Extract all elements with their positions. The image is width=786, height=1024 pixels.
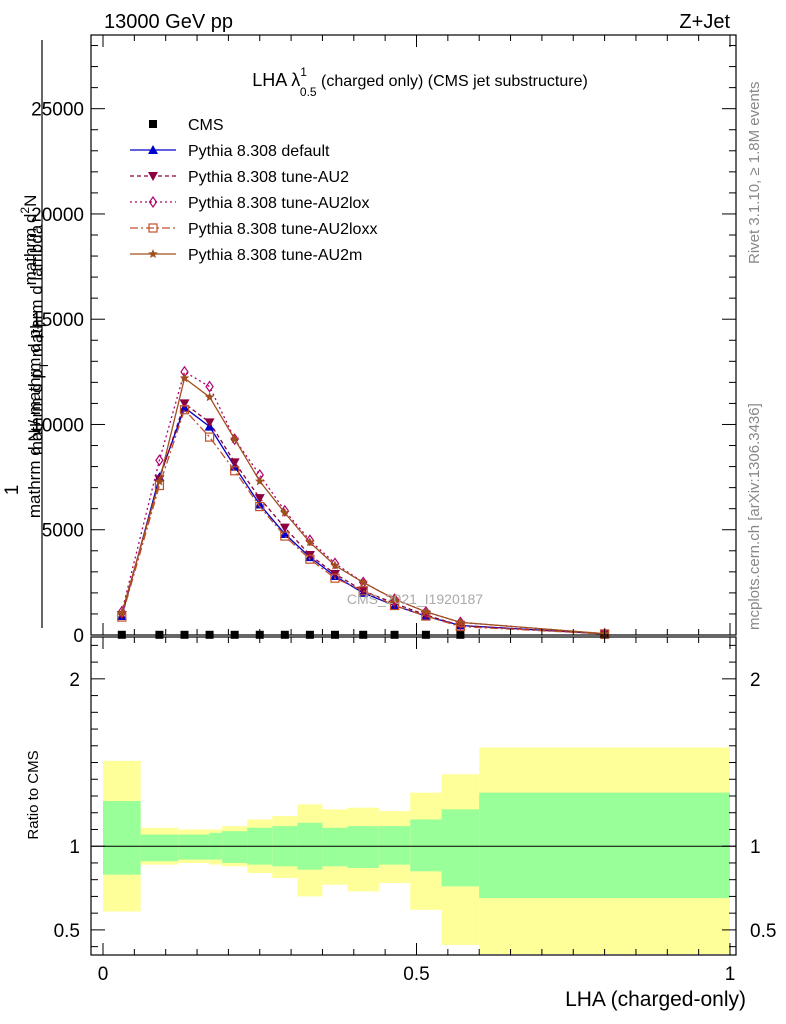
series-1-point-6 bbox=[279, 528, 290, 538]
legend-marker-1 bbox=[148, 145, 158, 154]
watermark-label: CMS_2021_I1920187 bbox=[347, 591, 483, 607]
plot-title: LHA λ1 0.5 (charged only) (CMS jet substr… bbox=[252, 65, 588, 99]
ratio-ytick-label-right: 0.5 bbox=[750, 921, 776, 942]
series-5-point-1 bbox=[154, 476, 165, 486]
legend-marker-2 bbox=[148, 172, 158, 181]
series-1-point-5 bbox=[254, 499, 265, 509]
mcplots-label: mcplots.cern.ch [arXiv:1306.3436] bbox=[746, 403, 763, 630]
main-ylabel: 1 mathrm d2N mathrm d pT mathrm d lambda… bbox=[2, 40, 51, 628]
series-line-4 bbox=[121, 408, 605, 635]
main-frame bbox=[90, 34, 737, 636]
xtick-label: 0 bbox=[98, 964, 109, 985]
series-2-point-3 bbox=[204, 418, 215, 428]
legend-marker-4 bbox=[148, 223, 158, 233]
ratio-ytick-label-right: 2 bbox=[750, 670, 761, 691]
legend-label-2: Pythia 8.308 tune-AU2 bbox=[188, 169, 349, 186]
main-ytick-label: 0 bbox=[73, 626, 84, 647]
legend: CMS Pythia 8.308 default Pythia 8.308 tune… bbox=[130, 117, 377, 264]
series-2-point-2 bbox=[179, 399, 190, 409]
axis-tick-labels: 0 0.5 1 0 5000 10000 15000 20000 25000 0.5 0.5 1 1 2 2 bbox=[31, 100, 776, 985]
main-ytick-label: 25000 bbox=[31, 100, 84, 121]
green-band-8 bbox=[322, 827, 348, 867]
header-energy: 13000 GeV pp bbox=[104, 11, 233, 33]
main-ytick-label: 15000 bbox=[31, 310, 84, 331]
green-band-9 bbox=[347, 826, 379, 868]
ylabel-one: 1 bbox=[2, 485, 23, 496]
series-4-point-3 bbox=[204, 432, 215, 442]
series-4-point-8 bbox=[330, 573, 340, 583]
main-series-group bbox=[116, 365, 610, 640]
ylabel-denominator: mathrm d pT mathrm d lambda bbox=[27, 224, 51, 455]
main-ytick-label: 5000 bbox=[42, 521, 84, 542]
series-5-point-9 bbox=[358, 577, 368, 587]
series-4-point-4 bbox=[230, 466, 240, 476]
series-5-point-2 bbox=[179, 373, 190, 383]
green-band-12 bbox=[441, 809, 480, 887]
series-5-point-5 bbox=[255, 476, 265, 486]
series-4-point-2 bbox=[179, 405, 190, 415]
rivet-label: Rivet 3.1.10, ≥ 1.8M events bbox=[746, 82, 763, 265]
main-ytick-label: 10000 bbox=[31, 415, 84, 436]
series-3-point-7 bbox=[305, 534, 315, 547]
green-band-1 bbox=[140, 834, 179, 862]
series-5-point-4 bbox=[229, 434, 240, 444]
ratio-ylabel: Ratio to CMS bbox=[25, 750, 42, 839]
series-2-point-4 bbox=[229, 458, 240, 468]
series-5-point-6 bbox=[280, 507, 290, 517]
series-5-point-7 bbox=[305, 537, 315, 547]
xtick-label: 0.5 bbox=[403, 964, 429, 985]
xaxis-label: LHA (charged-only) bbox=[565, 988, 746, 1011]
legend-label-5: Pythia 8.308 tune-AU2m bbox=[188, 247, 362, 264]
legend-label-3: Pythia 8.308 tune-AU2lox bbox=[188, 195, 369, 212]
green-band-0 bbox=[103, 801, 141, 875]
series-5-point-3 bbox=[204, 392, 215, 402]
ratio-ytick-label-left: 0.5 bbox=[54, 921, 80, 942]
series-5-point-0 bbox=[117, 607, 127, 617]
legend-marker-0 bbox=[149, 120, 157, 128]
series-5-point-12 bbox=[455, 617, 466, 627]
series-3-point-3 bbox=[205, 380, 214, 393]
header-process: Z+Jet bbox=[679, 11, 730, 33]
series-4-point-7 bbox=[305, 554, 315, 564]
series-2-point-6 bbox=[279, 523, 290, 533]
green-band-2 bbox=[178, 834, 210, 860]
green-band-11 bbox=[410, 819, 442, 872]
series-4-point-9 bbox=[358, 586, 368, 596]
legend-label-1: Pythia 8.308 default bbox=[188, 143, 330, 160]
series-5-point-8 bbox=[330, 560, 340, 570]
legend-label-4: Pythia 8.308 tune-AU2loxx bbox=[188, 221, 377, 238]
ratio-ytick-label-left: 1 bbox=[69, 837, 80, 858]
series-line-5 bbox=[121, 377, 605, 635]
main-ytick-label: 20000 bbox=[31, 205, 84, 226]
ylabel-inner: mathrm d N / mathrm d pT bbox=[25, 321, 49, 518]
ratio-ytick-label-right: 1 bbox=[750, 837, 761, 858]
green-band-13 bbox=[479, 792, 730, 899]
green-band-10 bbox=[378, 826, 411, 865]
ratio-ytick-label-left: 2 bbox=[69, 670, 80, 691]
green-band-4 bbox=[222, 831, 248, 863]
ratio-bands bbox=[91, 747, 736, 954]
ylabel-numerator: mathrm d2N bbox=[18, 195, 40, 286]
legend-label-0: CMS bbox=[188, 117, 224, 134]
series-4-point-6 bbox=[280, 531, 290, 541]
series-2-point-5 bbox=[254, 494, 265, 504]
legend-marker-5 bbox=[148, 249, 158, 258]
series-3-point-1 bbox=[155, 454, 164, 467]
xtick-label: 1 bbox=[725, 964, 736, 985]
series-5-point-10 bbox=[389, 594, 400, 604]
legend-marker-3 bbox=[148, 195, 158, 209]
axis-ticks bbox=[91, 35, 736, 955]
series-3-point-8 bbox=[330, 557, 340, 570]
series-5-point-11 bbox=[421, 606, 431, 616]
series-4-point-5 bbox=[255, 501, 265, 512]
